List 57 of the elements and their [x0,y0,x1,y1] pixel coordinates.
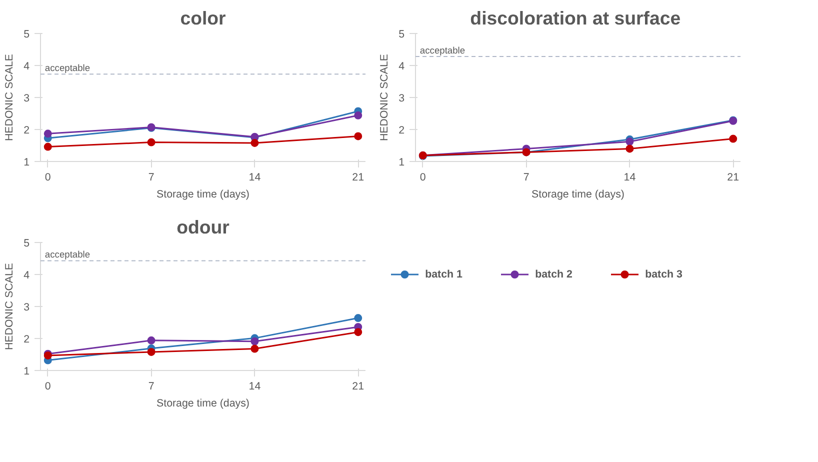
point [354,314,362,322]
y-tick-label: 1 [24,366,30,378]
point [147,348,156,356]
y-tick-label: 3 [398,92,405,104]
point [354,328,362,336]
y-axis-title: HEDONIC SCALE [378,54,391,142]
point [44,130,52,138]
x-axis-title: Storage time (days) [156,398,250,410]
chart-title: color [180,8,226,28]
legend-label: batch 3 [645,268,682,280]
x-tick-label: 21 [727,172,740,184]
y-tick-label: 3 [24,92,30,104]
x-tick-label: 7 [148,380,154,392]
y-tick-label: 4 [24,60,30,72]
point [354,132,362,140]
x-tick-label: 14 [248,172,261,184]
x-tick-label: 7 [148,172,154,184]
y-tick-label: 2 [398,124,405,136]
y-tick-label: 1 [398,156,405,168]
y-tick-label: 5 [24,28,30,40]
y-tick-label: 5 [398,28,405,40]
point [626,144,634,153]
y-axis-title: HEDONIC SCALE [4,262,16,350]
y-tick-label: 4 [398,60,405,72]
y-tick-label: 4 [24,270,30,282]
x-tick-label: 14 [624,172,636,184]
x-tick-label: 14 [248,380,261,392]
point [250,344,259,353]
y-tick-label: 1 [24,156,30,168]
x-axis-title: Storage time (days) [156,188,250,200]
point [250,337,259,346]
x-tick-label: 0 [44,172,51,184]
ref-line-label: acceptable [44,250,90,260]
point [250,138,259,147]
legend-label: batch 1 [425,268,462,280]
y-axis-title: HEDONIC SCALE [4,54,16,142]
x-tick-label: 7 [523,172,530,184]
y-tick-label: 2 [24,124,30,136]
point [354,111,362,120]
y-tick-label: 5 [24,238,30,250]
point [729,134,738,143]
x-axis-title: Storage time (days) [532,188,624,200]
x-tick-label: 21 [352,380,364,392]
y-tick-label: 2 [24,334,30,346]
ref-line-label: acceptable [44,63,90,74]
y-tick-label: 3 [24,302,30,314]
x-tick-label: 0 [44,380,51,392]
legend-label: batch 2 [535,268,572,280]
ref-line-label: acceptable [420,46,466,56]
x-tick-label: 0 [420,172,426,184]
chart-title: odour [176,216,230,238]
point [147,138,156,146]
point [44,142,52,151]
point [147,336,156,344]
point [626,138,634,146]
chart-title: discoloration at surface [470,8,681,28]
x-tick-label: 21 [352,172,364,184]
